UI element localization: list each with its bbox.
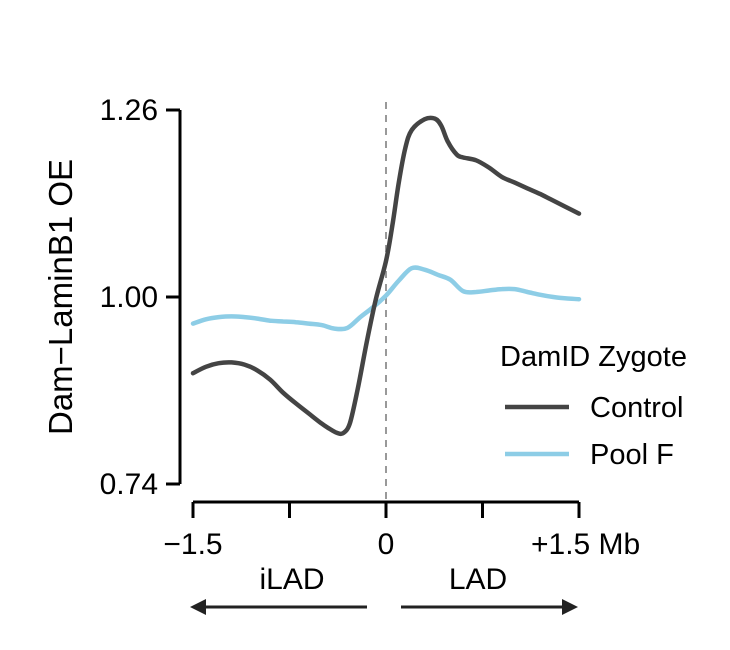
legend-label-pool-f: Pool F [590, 439, 674, 471]
x-tick-label: −1.5 [163, 528, 222, 561]
arrow-left-head [190, 599, 206, 615]
y-tick-label: 1.00 [100, 281, 158, 314]
region-annotations: iLAD LAD [190, 563, 578, 615]
legend-label-control: Control [590, 392, 684, 424]
region-label-ilad: iLAD [259, 563, 324, 596]
series-line-control [190, 115, 582, 437]
arrow-right-head [562, 599, 578, 615]
legend-title: DamID Zygote [500, 341, 687, 373]
y-tick-label: 1.26 [100, 94, 158, 127]
x-tick-label: 0 [378, 528, 395, 561]
x-tick-label: +1.5 Mb [531, 528, 640, 561]
y-tick-label: 0.74 [100, 468, 158, 501]
series-line-pool-f [190, 265, 582, 332]
series-lines [190, 115, 582, 437]
y-axis-title: Dam−LaminB1 OE [42, 159, 79, 435]
axis-labels: 0.74 1.00 1.26 −1.5 0 +1.5 Mb Dam−LaminB1 OE [42, 94, 640, 561]
axes [166, 108, 581, 518]
region-label-lad: LAD [449, 563, 507, 596]
legend: DamID Zygote Control Pool F [500, 341, 687, 471]
